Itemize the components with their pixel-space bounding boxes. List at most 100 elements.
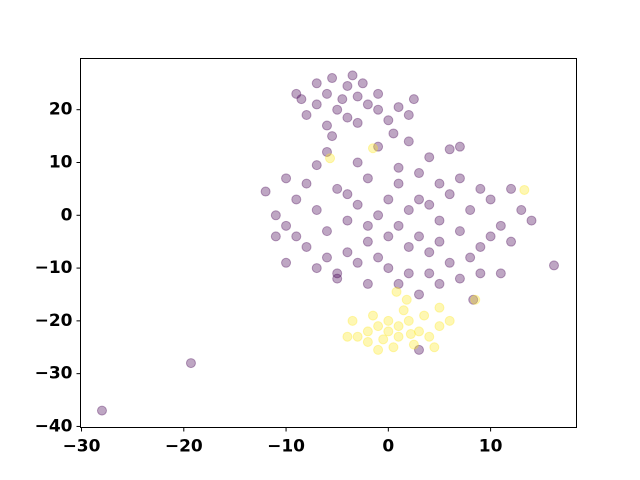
- scatter-point: [342, 189, 353, 200]
- scatter-point: [362, 236, 373, 247]
- scatter-point: [475, 268, 486, 279]
- scatter-point: [332, 183, 343, 194]
- scatter-point: [403, 109, 414, 120]
- scatter-point: [434, 178, 445, 189]
- scatter-point: [485, 231, 496, 242]
- scatter-point: [321, 226, 332, 237]
- scatter-point: [367, 310, 378, 321]
- scatter-point: [373, 141, 384, 152]
- scatter-point: [347, 70, 358, 81]
- scatter-point: [362, 336, 373, 347]
- scatter-point: [352, 157, 363, 168]
- scatter-point: [281, 220, 292, 231]
- scatter-point: [357, 78, 368, 89]
- scatter-point: [321, 88, 332, 99]
- scatter-point: [362, 278, 373, 289]
- scatter-point: [383, 231, 394, 242]
- y-tick-label: 10: [49, 152, 73, 172]
- scatter-point: [352, 331, 363, 342]
- scatter-point: [434, 215, 445, 226]
- scatter-point: [434, 236, 445, 247]
- scatter-point: [327, 73, 338, 84]
- y-tick-label: −40: [35, 416, 73, 436]
- scatter-point: [454, 273, 465, 284]
- scatter-point: [96, 405, 107, 416]
- scatter-point: [549, 260, 560, 271]
- scatter-point: [470, 294, 481, 305]
- scatter-point: [465, 252, 476, 263]
- scatter-point: [383, 315, 394, 326]
- x-tick-label: −30: [63, 437, 101, 457]
- scatter-point: [352, 117, 363, 128]
- scatter-point: [393, 102, 404, 113]
- scatter-point: [383, 263, 394, 274]
- scatter-point: [475, 183, 486, 194]
- scatter-point: [424, 331, 435, 342]
- scatter-point: [362, 99, 373, 110]
- scatter-point: [444, 257, 455, 268]
- scatter-point: [332, 273, 343, 284]
- scatter-point: [332, 104, 343, 115]
- scatter-point: [506, 183, 517, 194]
- scatter-point: [291, 231, 302, 242]
- y-tick-label: −20: [35, 311, 73, 331]
- scatter-point: [414, 231, 425, 242]
- scatter-point: [414, 289, 425, 300]
- scatter-point: [291, 88, 302, 99]
- scatter-point: [408, 339, 419, 350]
- scatter-point: [301, 241, 312, 252]
- scatter-point: [342, 331, 353, 342]
- scatter-point: [337, 94, 348, 105]
- scatter-point: [332, 268, 343, 279]
- scatter-point: [311, 99, 322, 110]
- scatter-point: [414, 326, 425, 337]
- scatter-point: [434, 321, 445, 332]
- scatter-point: [291, 194, 302, 205]
- scatter-point: [393, 278, 404, 289]
- scatter-point: [454, 141, 465, 152]
- scatter-point: [495, 220, 506, 231]
- scatter-point: [444, 315, 455, 326]
- scatter-point: [270, 231, 281, 242]
- scatter-point: [398, 305, 409, 316]
- scatter-point: [342, 247, 353, 258]
- x-tick-label: 10: [479, 437, 503, 457]
- scatter-point: [383, 326, 394, 337]
- scatter-point: [408, 94, 419, 105]
- scatter-point: [362, 220, 373, 231]
- scatter-point: [311, 78, 322, 89]
- scatter-point: [388, 342, 399, 353]
- scatter-point: [393, 178, 404, 189]
- scatter-point: [388, 128, 399, 139]
- scatter-point: [485, 194, 496, 205]
- scatter-point: [424, 247, 435, 258]
- scatter-point: [424, 199, 435, 210]
- scatter-point: [321, 120, 332, 131]
- scatter-point: [475, 241, 486, 252]
- plot-frame: [80, 58, 577, 428]
- scatter-point: [373, 210, 384, 221]
- scatter-point: [373, 344, 384, 355]
- scatter-point: [495, 268, 506, 279]
- scatter-point: [526, 215, 537, 226]
- scatter-point: [403, 315, 414, 326]
- scatter-point: [401, 294, 412, 305]
- scatter-point: [393, 331, 404, 342]
- scatter-point: [185, 358, 196, 369]
- scatter-point: [393, 162, 404, 173]
- x-tick-label: −10: [267, 437, 305, 457]
- scatter-point: [519, 184, 530, 195]
- scatter-point: [414, 168, 425, 179]
- scatter-point: [362, 173, 373, 184]
- scatter-point: [373, 88, 384, 99]
- y-tick-label: −10: [35, 258, 73, 278]
- scatter-point: [270, 210, 281, 221]
- scatter-point: [403, 241, 414, 252]
- scatter-point: [419, 310, 430, 321]
- scatter-point: [301, 178, 312, 189]
- scatter-point: [454, 173, 465, 184]
- scatter-point: [454, 226, 465, 237]
- scatter-point: [424, 268, 435, 279]
- scatter-point: [301, 109, 312, 120]
- scatter-point: [468, 294, 479, 305]
